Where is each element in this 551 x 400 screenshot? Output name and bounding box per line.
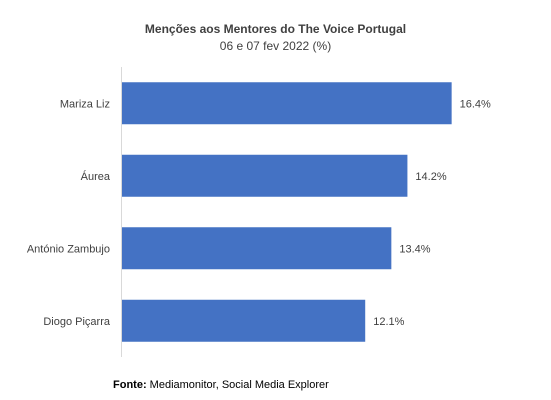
bar-mariza-liz bbox=[122, 82, 452, 125]
bar-aurea bbox=[122, 154, 408, 197]
data-label-diogo-picarra: 12.1% bbox=[373, 316, 404, 328]
category-label-diogo-picarra: Diogo Piçarra bbox=[43, 316, 111, 328]
category-label-aurea: Áurea bbox=[81, 170, 111, 183]
chart-title: Menções aos Mentores do The Voice Portug… bbox=[144, 22, 407, 36]
source-note: Fonte: Mediamonitor, Social Media Explor… bbox=[113, 379, 329, 391]
category-label-antonio-zambujo: António Zambujo bbox=[27, 243, 110, 255]
bar-antonio-zambujo bbox=[122, 227, 392, 270]
data-label-mariza-liz: 16.4% bbox=[460, 98, 491, 110]
data-label-aurea: 14.2% bbox=[415, 171, 446, 183]
source-label: Fonte: bbox=[113, 379, 147, 391]
bar-diogo-picarra bbox=[122, 299, 366, 342]
source-text: Mediamonitor, Social Media Explorer bbox=[149, 379, 329, 391]
chart-subtitle: 06 e 07 fev 2022 (%) bbox=[219, 39, 332, 53]
category-label-mariza-liz: Mariza Liz bbox=[60, 98, 110, 110]
data-label-antonio-zambujo: 13.4% bbox=[399, 243, 430, 255]
